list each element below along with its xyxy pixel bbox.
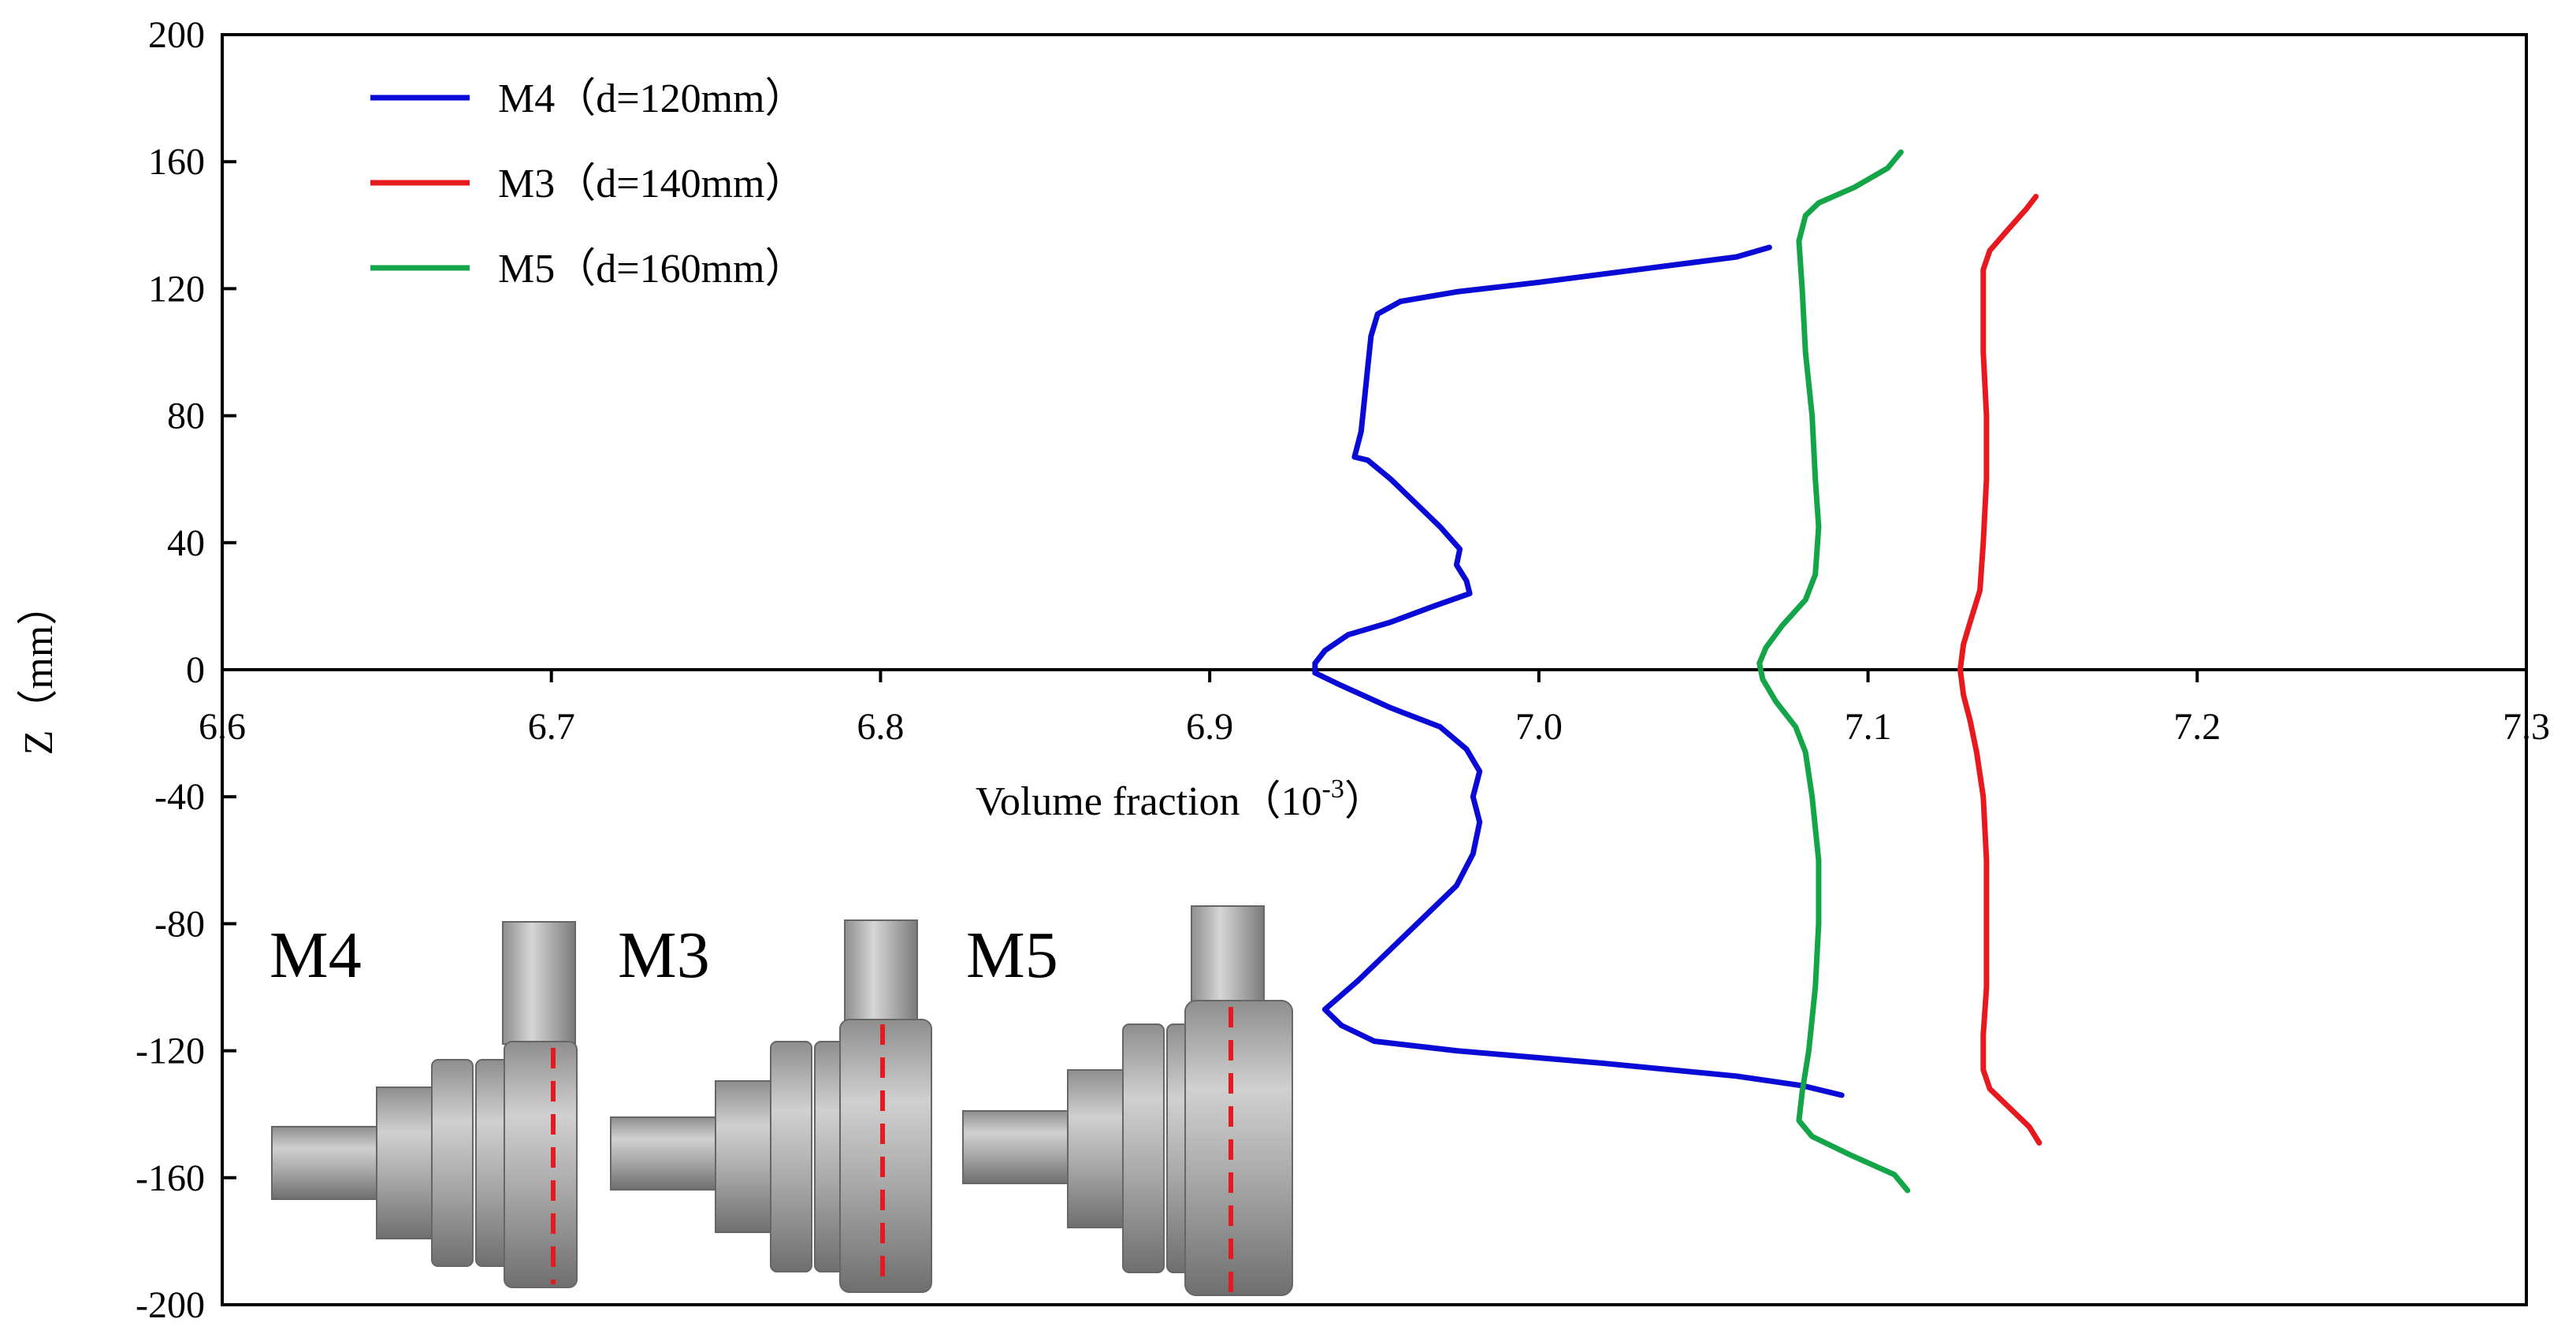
y-tick-label: -200 [136,1284,205,1326]
legend: M4（d=120mm） M3（d=140mm） M5（d=160mm） [370,76,805,292]
y-tick-label: 160 [148,141,205,183]
legend-label: M5（d=160mm） [498,247,805,292]
x-tick-label: 6.8 [857,706,904,748]
x-tick-label: 7.2 [2173,706,2221,748]
y-tick-label: -120 [136,1031,205,1072]
model-label-m3: M3 [618,919,710,992]
y-axis-ticks: 200 160 120 80 40 0 -40 -80 -120 -160 -200 [136,14,236,1326]
model-m4-figure [271,921,578,1288]
legend-label: M3（d=140mm） [498,162,805,206]
y-tick-label: 80 [167,396,205,437]
x-tick-label: 7.0 [1515,706,1563,748]
x-tick-label: 7.3 [2503,706,2550,748]
y-tick-label: 200 [148,14,205,56]
x-tick-label: 6.9 [1186,706,1233,748]
x-tick-label: 6.7 [528,706,575,748]
series-layer [1312,149,2043,1194]
x-axis-title-main: Volume fraction（10 [976,779,1322,824]
legend-label: M4（d=120mm） [498,76,805,121]
y-tick-label: 0 [186,649,205,691]
series-line-3 [1756,149,1911,1194]
y-tick-label: -80 [154,903,205,945]
x-tick-label: 6.6 [199,706,246,748]
y-tick-label: -160 [136,1157,205,1199]
y-tick-label: 120 [148,268,205,310]
x-axis-ticks: 6.6 6.7 6.8 6.9 7.0 7.1 7.2 7.3 [199,670,2550,748]
series-line-1 [1312,244,1845,1098]
series-line-2 [1957,194,2043,1146]
x-axis-title-exponent: -3 [1322,775,1344,804]
y-axis-title: Z（mm） [17,585,61,756]
model-m3-figure [610,919,932,1293]
model-label-m4: M4 [269,919,362,992]
y-tick-label: 40 [167,522,205,564]
x-axis-title: Volume fraction（10-3） [976,775,1385,824]
model-label-m5: M5 [966,919,1058,992]
y-tick-label: -40 [154,776,205,818]
x-axis-title-end: ） [1344,779,1385,824]
model-m5-figure [962,905,1293,1296]
x-tick-label: 7.1 [1845,706,1892,748]
